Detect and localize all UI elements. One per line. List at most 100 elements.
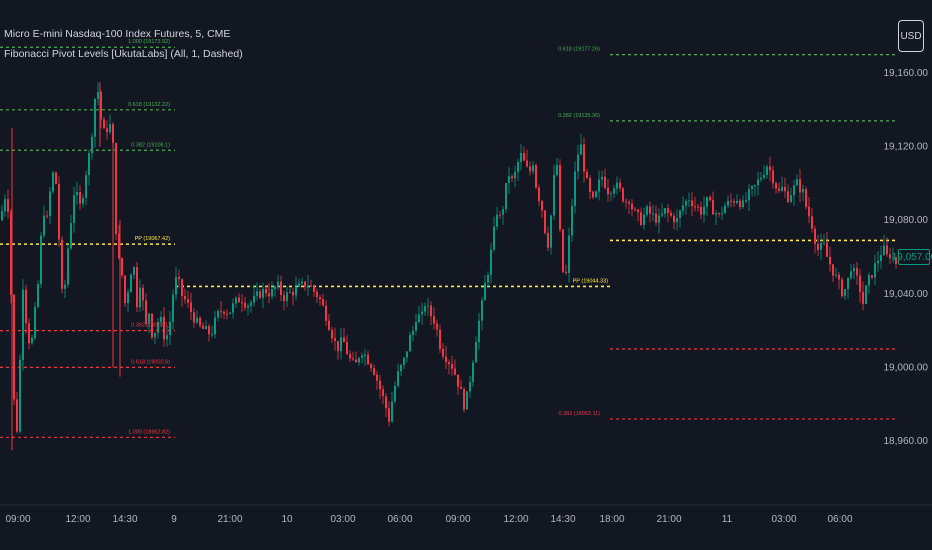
candle-body bbox=[217, 311, 219, 318]
candle-body bbox=[694, 206, 696, 208]
symbol-title[interactable]: Micro E-mini Nasdaq-100 Index Futures, 5… bbox=[4, 28, 231, 40]
candle-body bbox=[358, 357, 360, 363]
candle-body bbox=[763, 174, 765, 178]
candle-body bbox=[622, 188, 624, 202]
candle-body bbox=[889, 254, 891, 259]
candle-body bbox=[316, 291, 318, 298]
candle-body bbox=[355, 359, 357, 363]
candle-body bbox=[769, 166, 771, 171]
candle-body bbox=[127, 292, 129, 304]
candle-body bbox=[373, 368, 375, 375]
candle-body bbox=[802, 189, 804, 193]
candle-body bbox=[766, 166, 768, 175]
candle-body bbox=[172, 294, 174, 322]
candle-body bbox=[634, 209, 636, 211]
time-tick-label: 09:00 bbox=[445, 514, 470, 525]
time-tick-label: 06:00 bbox=[387, 514, 412, 525]
candle-body bbox=[163, 316, 165, 340]
candle-body bbox=[97, 91, 99, 99]
candle-body bbox=[670, 212, 672, 216]
currency-button[interactable]: USD bbox=[898, 20, 924, 52]
candle-body bbox=[445, 356, 447, 363]
candle-body bbox=[34, 306, 36, 338]
candle-body bbox=[628, 202, 630, 204]
indicator-title[interactable]: Fibonacci Pivot Levels [UkutaLabs] (All,… bbox=[4, 48, 243, 60]
price-tick-label: 19,160.00 bbox=[884, 68, 929, 79]
candle-body bbox=[775, 183, 777, 189]
candle-body bbox=[241, 302, 243, 304]
candle-body bbox=[844, 289, 846, 297]
time-tick-label: 11 bbox=[722, 514, 733, 525]
time-tick-label: 09:00 bbox=[5, 514, 30, 525]
candle-body bbox=[661, 213, 663, 216]
price-axis[interactable]: 19,160.00 19,120.00 19,080.00 19,040.00 19,0… bbox=[884, 68, 929, 447]
candle-body bbox=[16, 399, 18, 432]
candle-body bbox=[592, 191, 594, 198]
candle-body bbox=[367, 354, 369, 365]
time-tick-label: 12:00 bbox=[65, 514, 90, 525]
candle-body bbox=[547, 232, 549, 248]
candle-body bbox=[334, 338, 336, 341]
candle-body bbox=[337, 340, 339, 352]
candle-body bbox=[781, 186, 783, 191]
candle-body bbox=[142, 287, 144, 301]
candle-body bbox=[676, 217, 678, 223]
time-tick-label: 9 bbox=[171, 514, 177, 525]
candle-body bbox=[484, 282, 486, 301]
candle-body bbox=[493, 226, 495, 250]
candle-body bbox=[577, 154, 579, 172]
candle-body bbox=[658, 215, 660, 223]
candle-body bbox=[829, 256, 831, 265]
candle-body bbox=[205, 326, 207, 330]
candle-body bbox=[277, 281, 279, 287]
candle-body bbox=[595, 191, 597, 198]
candle-body bbox=[604, 176, 606, 188]
candle-body bbox=[880, 255, 882, 261]
time-axis[interactable]: 09:00 12:00 14:30 9 21:00 10 03:00 06:00 09:00 12… bbox=[0, 504, 932, 525]
candle-body bbox=[748, 189, 750, 201]
candle-body bbox=[652, 213, 654, 215]
candle-body bbox=[376, 374, 378, 381]
candle-body bbox=[823, 242, 825, 244]
candle-body bbox=[532, 165, 534, 172]
candle-body bbox=[637, 209, 639, 213]
candle-body bbox=[13, 294, 15, 400]
candle-body bbox=[526, 160, 528, 167]
candle-body bbox=[733, 201, 735, 203]
price-tick-label: 19,120.00 bbox=[884, 142, 929, 153]
candle-body bbox=[349, 354, 351, 359]
candle-body bbox=[70, 223, 72, 249]
candle-body bbox=[895, 257, 897, 265]
candle-body bbox=[556, 164, 558, 176]
candle-body bbox=[646, 206, 648, 215]
candle-body bbox=[118, 234, 120, 258]
candle-body bbox=[583, 144, 585, 172]
candle-body bbox=[760, 177, 762, 180]
candle-body bbox=[688, 200, 690, 202]
candle-body bbox=[826, 242, 828, 257]
candle-body bbox=[877, 260, 879, 264]
candle-body bbox=[736, 200, 738, 203]
candles-layer bbox=[1, 82, 897, 451]
candle-body bbox=[811, 216, 813, 229]
candle-body bbox=[244, 302, 246, 308]
candle-body bbox=[22, 289, 24, 360]
candle-body bbox=[631, 203, 633, 210]
candle-body bbox=[589, 178, 591, 192]
candle-body bbox=[805, 189, 807, 207]
candle-body bbox=[88, 153, 90, 176]
candle-body bbox=[778, 188, 780, 191]
candle-body bbox=[871, 275, 873, 278]
candle-body bbox=[160, 316, 162, 323]
candle-body bbox=[187, 299, 189, 303]
candle-body bbox=[853, 267, 855, 272]
candle-body bbox=[820, 242, 822, 250]
candle-body bbox=[742, 200, 744, 208]
candle-body bbox=[286, 292, 288, 302]
candle-body bbox=[814, 228, 816, 244]
candle-body bbox=[265, 288, 267, 294]
candle-body bbox=[682, 205, 684, 211]
time-tick-label: 18:00 bbox=[599, 514, 624, 525]
candle-body bbox=[715, 213, 717, 215]
